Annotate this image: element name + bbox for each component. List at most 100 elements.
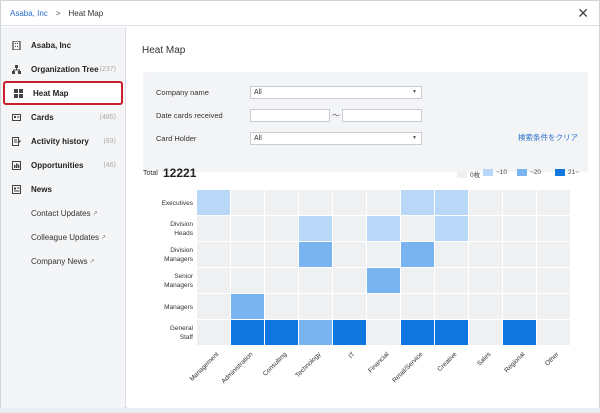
heatmap-cell[interactable]	[469, 268, 503, 294]
heatmap-cell[interactable]	[231, 190, 265, 216]
heatmap-cell[interactable]	[401, 268, 435, 294]
heatmap-cell[interactable]	[333, 190, 367, 216]
heatmap-cell[interactable]	[435, 268, 469, 294]
main-content: Heat Map Company name All ▼ Date cards r…	[127, 27, 599, 408]
page-title: Heat Map	[142, 45, 186, 56]
breadcrumb-company-link[interactable]: Asaba, Inc	[10, 8, 48, 18]
heatmap-cell[interactable]	[503, 242, 537, 268]
heatmap-cell[interactable]	[469, 190, 503, 216]
sidebar-item-organization-tree[interactable]: Organization Tree (237)	[1, 57, 125, 81]
heatmap-cell[interactable]	[503, 294, 537, 320]
heatmap-cell[interactable]	[197, 242, 231, 268]
sidebar-subitem-contact-updates[interactable]: Contact Updates ↗	[1, 201, 125, 225]
heatmap-cell[interactable]	[299, 268, 333, 294]
heatmap-column-label: Regional	[503, 351, 527, 375]
heatmap-cell[interactable]	[231, 268, 265, 294]
sidebar-item-activity-history[interactable]: Activity history (83)	[1, 129, 125, 153]
sidebar-item-cards[interactable]: Cards (485)	[1, 105, 125, 129]
sidebar-item-company[interactable]: Asaba, Inc	[1, 33, 125, 57]
heatmap-cell[interactable]	[503, 268, 537, 294]
sidebar-subitem-company-news[interactable]: Company News ↗	[1, 249, 125, 273]
heatmap-cell[interactable]	[299, 216, 333, 242]
heatmap-cell[interactable]	[265, 242, 299, 268]
heatmap-cell[interactable]	[333, 294, 367, 320]
heatmap-cell[interactable]	[435, 294, 469, 320]
heatmap-row-label: General Staff	[169, 325, 193, 341]
heatmap-cell[interactable]	[333, 268, 367, 294]
heatmap-cell[interactable]	[537, 268, 571, 294]
heatmap-cell[interactable]	[265, 294, 299, 320]
heatmap-cell[interactable]	[197, 268, 231, 294]
heatmap-cell[interactable]	[197, 190, 231, 216]
heatmap-cell[interactable]	[265, 320, 299, 346]
heatmap-cell[interactable]	[197, 320, 231, 346]
heatmap-cell[interactable]	[401, 190, 435, 216]
heatmap-cell[interactable]	[435, 216, 469, 242]
sidebar-item-label: Asaba, Inc	[31, 40, 72, 50]
heatmap-cell[interactable]	[333, 242, 367, 268]
sidebar-item-count: (46)	[103, 161, 116, 169]
date-to-input[interactable]	[342, 109, 422, 122]
heatmap-cell[interactable]	[401, 320, 435, 346]
sidebar-item-heat-map[interactable]: Heat Map	[3, 81, 123, 105]
heatmap-cell[interactable]	[367, 216, 401, 242]
heatmap-cell[interactable]	[299, 242, 333, 268]
sidebar-item-opportunities[interactable]: Opportunities (46)	[1, 153, 125, 177]
heatmap-cell[interactable]	[367, 268, 401, 294]
heatmap-cell[interactable]	[401, 294, 435, 320]
heatmap-column-label: Consulting	[261, 351, 289, 378]
heatmap-cell[interactable]	[469, 320, 503, 346]
heatmap-cell[interactable]	[537, 190, 571, 216]
heatmap-cell[interactable]	[537, 216, 571, 242]
heatmap-cell[interactable]	[367, 320, 401, 346]
heatmap-cell[interactable]	[401, 216, 435, 242]
close-icon[interactable]: ✕	[577, 5, 589, 21]
heatmap-cell[interactable]	[537, 320, 571, 346]
heatmap-row-label: Executives	[161, 199, 193, 207]
heatmap-column-label: Management	[188, 351, 221, 383]
heatmap-cell[interactable]	[435, 242, 469, 268]
heatmap-cell[interactable]	[299, 294, 333, 320]
sidebar-item-label: News	[31, 184, 52, 194]
heatmap-cell[interactable]	[469, 294, 503, 320]
heatmap-cell[interactable]	[333, 216, 367, 242]
heatmap-cell[interactable]	[299, 320, 333, 346]
heatmap-cell[interactable]	[265, 268, 299, 294]
heatmap-cell[interactable]	[367, 294, 401, 320]
company-name-select[interactable]: All ▼	[250, 86, 422, 99]
heatmap-cell[interactable]	[265, 190, 299, 216]
heatmap-cell[interactable]	[469, 242, 503, 268]
clear-filters-link[interactable]: 検索条件をクリア	[518, 133, 578, 142]
heatmap-cell[interactable]	[503, 216, 537, 242]
heatmap-row-label: Division Heads	[170, 221, 193, 237]
card-holder-select[interactable]: All ▼	[250, 132, 422, 145]
heatmap-column-label: Technology	[294, 351, 323, 380]
heatmap-cell[interactable]	[333, 320, 367, 346]
heatmap-cell[interactable]	[401, 242, 435, 268]
heatmap-cell[interactable]	[537, 242, 571, 268]
heatmap-cell[interactable]	[197, 216, 231, 242]
sidebar-subitem-colleague-updates[interactable]: Colleague Updates ↗	[1, 225, 125, 249]
heatmap-cell[interactable]	[231, 294, 265, 320]
date-from-input[interactable]	[250, 109, 330, 122]
heatmap-cell[interactable]	[435, 190, 469, 216]
heatmap-cell[interactable]	[299, 190, 333, 216]
heatmap-cell[interactable]	[231, 320, 265, 346]
heatmap-cell[interactable]	[435, 320, 469, 346]
heatmap-cell[interactable]	[231, 216, 265, 242]
legend-low: ~10	[483, 169, 507, 176]
heatmap-cell[interactable]	[469, 216, 503, 242]
heatmap-cell[interactable]	[367, 190, 401, 216]
heatmap-cell[interactable]	[265, 216, 299, 242]
heatmap-cell[interactable]	[231, 242, 265, 268]
heatmap-cell[interactable]	[537, 294, 571, 320]
sidebar-item-news[interactable]: News	[1, 177, 125, 201]
legend-high: 21~	[555, 169, 579, 176]
legend-label: 21~	[568, 169, 580, 176]
heatmap-cell[interactable]	[367, 242, 401, 268]
heatmap-cell[interactable]	[197, 294, 231, 320]
external-link-icon: ↗	[101, 234, 107, 241]
total-label: Total	[143, 170, 158, 177]
heatmap-cell[interactable]	[503, 190, 537, 216]
heatmap-cell[interactable]	[503, 320, 537, 346]
